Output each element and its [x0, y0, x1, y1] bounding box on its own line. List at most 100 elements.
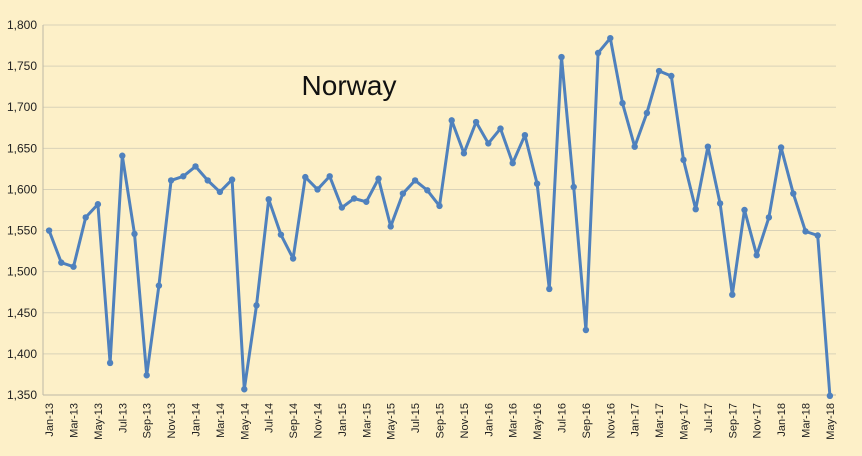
x-tick-label: Mar-17 [654, 403, 666, 438]
data-point [326, 173, 333, 180]
x-tick-label: Nov-13 [166, 403, 178, 438]
data-point [131, 230, 138, 238]
data-point [692, 205, 699, 213]
x-tick-label: Jan-17 [630, 403, 642, 437]
data-point [814, 232, 821, 239]
x-tick-label: Jul-13 [117, 403, 129, 433]
y-tick-label: 1,650 [7, 141, 37, 155]
data-point [582, 326, 590, 334]
data-point [472, 118, 480, 126]
data-point [619, 99, 626, 107]
data-point [826, 392, 834, 400]
data-point [143, 372, 150, 379]
data-point [594, 49, 602, 57]
data-point [350, 195, 358, 202]
x-tick-label: May-14 [239, 403, 251, 440]
y-tick-label: 1,400 [7, 347, 37, 361]
x-tick-label: Mar-14 [215, 403, 227, 438]
x-tick-label: Mar-15 [361, 403, 373, 438]
data-point [497, 125, 504, 132]
data-point [204, 177, 211, 184]
y-tick-label: 1,350 [7, 388, 37, 402]
data-point [216, 188, 224, 196]
data-point [363, 198, 370, 205]
data-point [119, 152, 126, 159]
data-point [253, 302, 260, 309]
data-point [680, 156, 687, 164]
y-tick-label: 1,500 [7, 265, 37, 279]
data-point [399, 190, 407, 197]
data-point [777, 144, 785, 151]
data-point [460, 150, 468, 157]
data-point [192, 163, 199, 170]
data-point [424, 187, 431, 194]
x-tick-label: Sep-17 [727, 403, 739, 438]
x-tick-label: May-13 [93, 403, 105, 440]
x-tick-label: Sep-14 [288, 403, 300, 438]
chart-title: Norway [302, 70, 397, 101]
x-tick-label: Jan-14 [191, 403, 203, 437]
data-point [716, 200, 724, 207]
data-point [302, 173, 309, 181]
x-tick-label: May-15 [386, 403, 398, 440]
x-tick-label: Jul-16 [557, 403, 569, 433]
data-point [241, 386, 248, 393]
x-tick-labels: Jan-13 Mar-13 May-13 Jul-13 Sep-13 Nov-13 Jan-… [44, 403, 837, 440]
data-point [753, 252, 760, 259]
x-tick-label: Jan-13 [44, 403, 56, 437]
x-tick-label: Jan-18 [776, 403, 788, 437]
x-tick-label: May-17 [679, 403, 691, 440]
data-point [387, 223, 394, 230]
y-tick-label: 1,700 [7, 100, 37, 114]
x-tick-label: Nov-15 [459, 403, 471, 438]
data-point [180, 173, 187, 180]
data-point [448, 117, 455, 124]
axes [42, 25, 836, 396]
data-point [375, 175, 382, 182]
x-tick-label: Jan-16 [483, 403, 495, 437]
data-point [790, 190, 797, 197]
x-tick-label: Jul-15 [410, 403, 422, 433]
data-point [277, 231, 285, 238]
data-point [655, 67, 663, 75]
y-tick-label: 1,600 [7, 182, 37, 196]
data-point [533, 180, 541, 187]
data-point [546, 285, 553, 293]
data-point [643, 109, 651, 117]
data-point [607, 34, 614, 42]
data-point [729, 291, 736, 298]
y-tick-labels: 1,350 1,400 1,450 1,500 1,550 1,600 1,650 1,700… [7, 18, 37, 402]
y-tick-label: 1,450 [7, 306, 37, 320]
data-point [765, 214, 773, 221]
data-point [155, 282, 163, 289]
data-point [668, 72, 675, 80]
x-tick-label: May-16 [532, 403, 544, 440]
x-tick-label: Sep-16 [581, 403, 593, 438]
data-point [521, 131, 529, 139]
x-tick-label: Jul-14 [264, 403, 276, 433]
data-point [411, 177, 419, 184]
data-point [289, 255, 297, 262]
x-tick-label: Sep-15 [435, 403, 447, 438]
y-tick-label: 1,800 [7, 18, 37, 32]
x-tick-label: Mar-16 [508, 403, 520, 438]
data-point [228, 176, 236, 183]
data-point [94, 201, 102, 208]
data-point [802, 228, 809, 235]
x-tick-label: Mar-18 [801, 403, 813, 438]
data-point [106, 359, 114, 367]
x-tick-label: Nov-14 [313, 403, 325, 438]
x-tick-label: Sep-13 [142, 403, 154, 438]
data-point [509, 159, 516, 167]
data-point [338, 204, 346, 211]
data-point [58, 259, 65, 266]
data-point [485, 140, 492, 147]
x-tick-label: Jul-17 [703, 403, 715, 433]
data-point [167, 177, 175, 184]
data-point [741, 206, 748, 214]
data-point [265, 196, 272, 203]
y-tick-label: 1,750 [7, 59, 37, 73]
x-tick-label: Mar-13 [69, 403, 81, 438]
